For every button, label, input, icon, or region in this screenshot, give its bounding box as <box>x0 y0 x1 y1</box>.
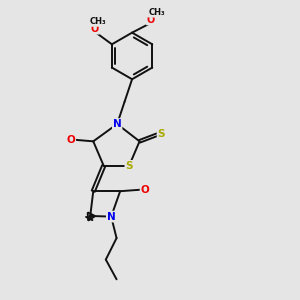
Text: O: O <box>67 135 75 145</box>
Text: S: S <box>125 161 133 171</box>
Text: N: N <box>107 212 116 222</box>
Text: O: O <box>140 185 149 195</box>
Text: S: S <box>158 129 165 139</box>
Text: O: O <box>147 14 155 25</box>
Text: O: O <box>91 24 99 34</box>
Text: N: N <box>113 119 122 129</box>
Text: CH₃: CH₃ <box>90 17 106 26</box>
Text: CH₃: CH₃ <box>148 8 165 17</box>
